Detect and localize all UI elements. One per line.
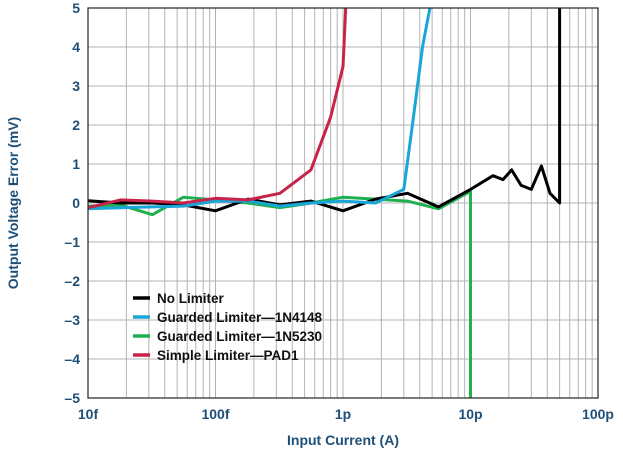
- series-line-4: [88, 8, 348, 210]
- x-tick-label: 100p: [582, 406, 614, 422]
- legend: No Limiter Guarded Limiter—1N4148 Guarded …: [133, 291, 323, 363]
- legend-label: Simple Limiter—PAD1: [157, 348, 299, 363]
- legend-label: Guarded Limiter—1N5230: [157, 329, 322, 344]
- x-tick-label: 1p: [335, 406, 351, 422]
- legend-label: No Limiter: [157, 291, 225, 306]
- x-axis-title: Input Current (A): [287, 432, 399, 448]
- y-tick-label: 1: [72, 156, 80, 172]
- plot-frame: [87, 7, 599, 399]
- y-tick-label: –5: [64, 390, 80, 406]
- y-tick-label: 4: [72, 39, 80, 55]
- y-tick-label: 0: [72, 195, 80, 211]
- x-tick-label: 100f: [201, 406, 229, 422]
- y-tick-label: –2: [64, 273, 80, 289]
- series-line-1: [88, 8, 562, 213]
- y-tick-label: 2: [72, 117, 80, 133]
- x-tick-label: 10f: [78, 406, 99, 422]
- series-line-2: [88, 8, 432, 211]
- y-axis-title: Output Voltage Error (mV): [5, 117, 21, 289]
- y-tick-label: –1: [64, 234, 80, 250]
- y-tick-label: –3: [64, 312, 80, 328]
- tick-labels: 10f 100f 1p 10p 100p 5 4 3 2 1 0 –1 –2 –3 –4 –5: [64, 0, 614, 422]
- x-tick-label: 10p: [458, 406, 482, 422]
- y-tick-label: –4: [64, 351, 80, 367]
- y-tick-label: 3: [72, 78, 80, 94]
- legend-label: Guarded Limiter—1N4148: [157, 310, 323, 325]
- series-lines: [88, 8, 562, 398]
- y-tick-label: 5: [72, 0, 80, 16]
